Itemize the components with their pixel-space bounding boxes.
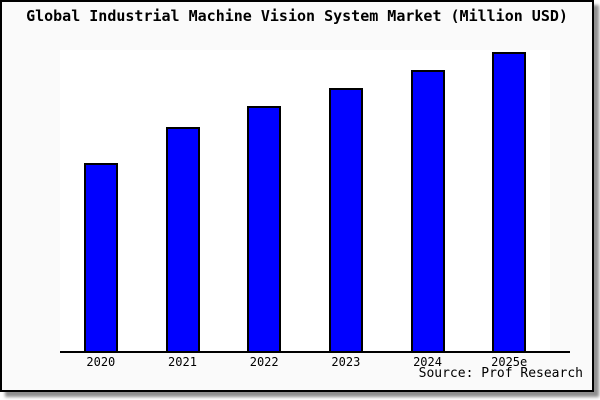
bar-2020: [83, 163, 118, 352]
bar-2023: [328, 88, 363, 352]
chart-title: Global Industrial Machine Vision System …: [26, 7, 568, 25]
x-axis-line: [60, 351, 570, 353]
bars: [60, 50, 550, 352]
x-tick-label: 2022: [249, 355, 279, 369]
bar-slot: [468, 50, 550, 352]
x-tick-label: 2025e: [491, 355, 528, 369]
bar-2022: [247, 106, 282, 352]
x-tick-label: 2021: [168, 355, 197, 369]
x-tick-label: 2020: [86, 355, 116, 369]
bar-2021: [165, 127, 200, 352]
bar-slot: [60, 50, 142, 352]
bar-slot: [142, 50, 224, 352]
bar-slot: [305, 50, 387, 352]
plot-area: [60, 50, 550, 352]
bar-slot: [223, 50, 305, 352]
chart-panel: Global Industrial Machine Vision System …: [0, 0, 594, 392]
source-note: Source: Prof Research: [418, 366, 583, 381]
bar-slot: [387, 50, 469, 352]
x-tick-label: 2023: [331, 355, 361, 369]
x-tick-label: 2024: [413, 355, 442, 369]
x-axis-labels: 2020 2021 2022 2023 2024 2025e: [60, 355, 550, 369]
bar-2025e: [492, 52, 527, 352]
bar-2024: [410, 70, 445, 352]
